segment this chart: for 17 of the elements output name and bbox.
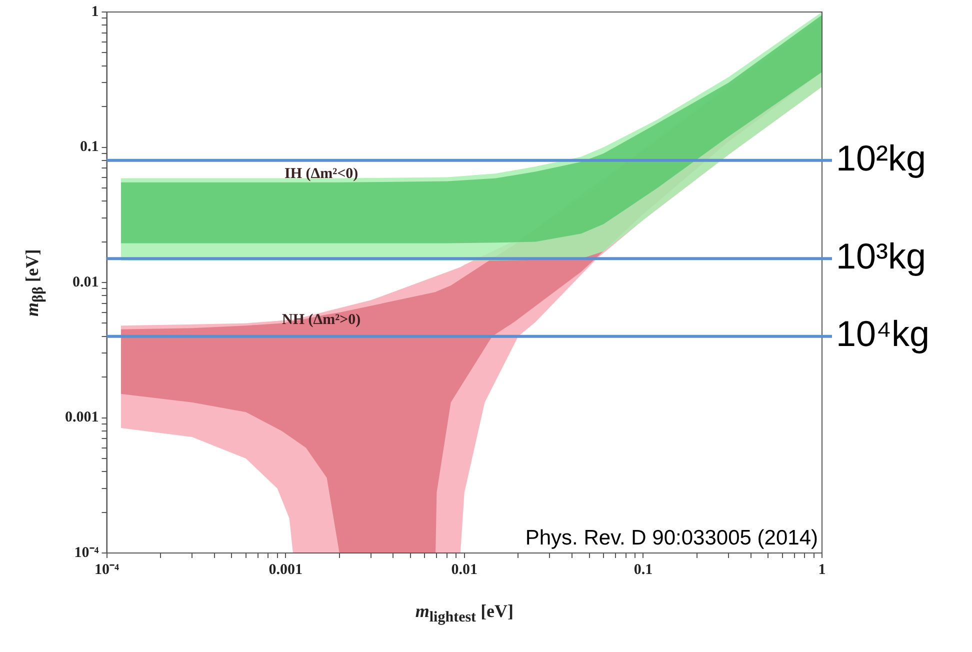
y-tick-label: 0.1 (80, 139, 99, 156)
y-tick-label: 0.01 (72, 274, 99, 290)
x-axis-title: m$_{lightest}$ [eV] (415, 601, 514, 627)
x-tick-label: 0.01 (451, 562, 478, 578)
y-tick-label: 1 (91, 4, 99, 20)
ref-line-label: 10²kg (836, 137, 926, 178)
ref-line-label: 10³kg (836, 236, 926, 277)
annotation: Phys. Rev. D 90:033005 (2014) (525, 526, 818, 550)
annotation: NH (Δm²>0) (282, 312, 361, 328)
y-tick-label: 10⁻⁴ (74, 544, 100, 561)
x-tick-label: 10⁻⁴ (94, 562, 120, 578)
y-tick-label: 0.001 (65, 410, 99, 426)
x-tick-label: 1 (818, 562, 826, 578)
ref-line-label: 10⁴kg (836, 313, 930, 354)
annotation: IH (Δm²<0) (284, 166, 358, 182)
x-tick-label: 0.001 (268, 562, 302, 578)
x-tick-label: 0.1 (634, 562, 653, 578)
